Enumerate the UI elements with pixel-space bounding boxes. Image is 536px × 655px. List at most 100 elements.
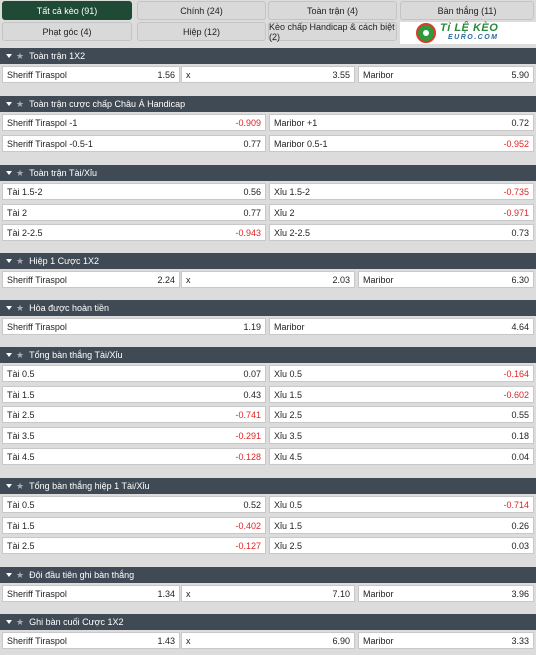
odds-value: -0.971: [503, 207, 529, 218]
collapse-arrow-icon[interactable]: [6, 573, 12, 577]
odds-cell[interactable]: Xỉu 1.5-2 -0.735: [269, 183, 534, 200]
tab-handicap[interactable]: Kèo chấp Handicap & cách biệt (2): [268, 22, 397, 42]
section-header[interactable]: ★ Hiệp 1 Cược 1X2: [0, 253, 536, 269]
odds-cell[interactable]: Sheriff Tiraspol 1.43: [2, 632, 180, 649]
odds-value: -0.735: [503, 186, 529, 197]
section-header[interactable]: ★ Đội đầu tiên ghi bàn thắng: [0, 567, 536, 583]
selection-label: Maribor: [363, 274, 394, 285]
odds-value: 7.10: [332, 588, 350, 599]
favorite-star-icon[interactable]: ★: [16, 167, 25, 178]
odds-cell[interactable]: Xỉu 1.5 0.26: [269, 517, 534, 534]
odds-cell[interactable]: Maribor 5.90: [358, 66, 534, 83]
odds-cell[interactable]: Tài 2.5 -0.741: [2, 406, 266, 423]
tab-corners[interactable]: Phạt góc (4): [2, 22, 132, 41]
favorite-star-icon[interactable]: ★: [16, 616, 25, 627]
odds-cell[interactable]: Maribor +1 0.72: [269, 114, 534, 131]
odds-cell[interactable]: Maribor 0.5-1 -0.952: [269, 135, 534, 152]
odds-cell[interactable]: Tài 0.5 0.07: [2, 365, 266, 382]
selection-label: Xỉu 0.5: [274, 368, 303, 379]
selection-label: Maribor +1: [274, 117, 318, 128]
odds-cell[interactable]: Tài 1.5 0.43: [2, 386, 266, 403]
collapse-arrow-icon[interactable]: [6, 484, 12, 488]
favorite-star-icon[interactable]: ★: [16, 50, 25, 61]
odds-cell[interactable]: Sheriff Tiraspol -1 -0.909: [2, 114, 266, 131]
favorite-star-icon[interactable]: ★: [16, 255, 25, 266]
selection-label: Sheriff Tiraspol: [7, 588, 67, 599]
odds-cell[interactable]: Tài 4.5 -0.128: [2, 448, 266, 465]
selection-label: Sheriff Tiraspol: [7, 274, 67, 285]
odds-cell[interactable]: Sheriff Tiraspol 1.34: [2, 585, 180, 602]
odds-cell[interactable]: Maribor 6.30: [358, 271, 534, 288]
odds-cell[interactable]: Sheriff Tiraspol 1.19: [2, 318, 266, 335]
selection-label: Xỉu 0.5: [274, 499, 303, 510]
tab-halves[interactable]: Hiệp (12): [137, 22, 266, 41]
tab-main[interactable]: Chính (24): [137, 1, 266, 20]
odds-cell[interactable]: Xỉu 2-2.5 0.73: [269, 224, 534, 241]
odds-cell[interactable]: Tài 2.5 -0.127: [2, 537, 266, 554]
odds-cell[interactable]: Xỉu 0.5 -0.714: [269, 496, 534, 513]
odds-cell[interactable]: Maribor 3.96: [358, 585, 534, 602]
site-logo: Tỉ LỆ KÈO EURO.COM: [400, 22, 536, 44]
selection-label: Sheriff Tiraspol: [7, 635, 67, 646]
selection-label: x: [186, 69, 191, 80]
odds-value: 0.03: [511, 540, 529, 551]
odds-cell[interactable]: Tài 3.5 -0.291: [2, 427, 266, 444]
market-tabs: Tất cả kèo (91) Chính (24) Toàn trận (4)…: [0, 0, 536, 44]
section-header[interactable]: ★ Toàn trận cược chấp Châu Á Handicap: [0, 96, 536, 112]
odds-cell[interactable]: Tài 1.5-2 0.56: [2, 183, 266, 200]
selection-label: Maribor: [363, 635, 394, 646]
odds-value: -0.943: [235, 227, 261, 238]
favorite-star-icon[interactable]: ★: [16, 349, 25, 360]
section-header[interactable]: ★ Hòa được hoàn tiền: [0, 300, 536, 316]
section-header[interactable]: ★ Toàn trận 1X2: [0, 48, 536, 64]
odds-cell[interactable]: Xỉu 0.5 -0.164: [269, 365, 534, 382]
selection-label: x: [186, 588, 191, 599]
odds-cell[interactable]: Sheriff Tiraspol -0.5-1 0.77: [2, 135, 266, 152]
collapse-arrow-icon[interactable]: [6, 353, 12, 357]
odds-cell[interactable]: Xỉu 3.5 0.18: [269, 427, 534, 444]
odds-cell[interactable]: Sheriff Tiraspol 1.56: [2, 66, 180, 83]
collapse-arrow-icon[interactable]: [6, 306, 12, 310]
odds-cell[interactable]: x 2.03: [181, 271, 355, 288]
selection-label: Tài 2.5: [7, 540, 35, 551]
odds-value: -0.952: [503, 138, 529, 149]
tab-full-time[interactable]: Toàn trận (4): [268, 1, 397, 20]
odds-cell[interactable]: Tài 2 0.77: [2, 204, 266, 221]
tab-all-markets[interactable]: Tất cả kèo (91): [2, 1, 132, 20]
section-header[interactable]: ★ Ghi bàn cuối Cược 1X2: [0, 614, 536, 630]
collapse-arrow-icon[interactable]: [6, 620, 12, 624]
odds-cell[interactable]: Xỉu 2 -0.971: [269, 204, 534, 221]
favorite-star-icon[interactable]: ★: [16, 480, 25, 491]
odds-cell[interactable]: Tài 0.5 0.52: [2, 496, 266, 513]
odds-value: -0.164: [503, 368, 529, 379]
odds-cell[interactable]: Sheriff Tiraspol 2.24: [2, 271, 180, 288]
odds-value: 0.55: [511, 409, 529, 420]
section-header[interactable]: ★ Tổng bàn thắng Tài/Xỉu: [0, 347, 536, 363]
selection-label: Xỉu 2-2.5: [274, 227, 311, 238]
odds-cell[interactable]: x 3.55: [181, 66, 355, 83]
collapse-arrow-icon[interactable]: [6, 102, 12, 106]
odds-cell[interactable]: Xỉu 2.5 0.55: [269, 406, 534, 423]
favorite-star-icon[interactable]: ★: [16, 569, 25, 580]
collapse-arrow-icon[interactable]: [6, 171, 12, 175]
section-header[interactable]: ★ Tổng bàn thắng hiệp 1 Tài/Xỉu: [0, 478, 536, 494]
odds-cell[interactable]: Xỉu 1.5 -0.602: [269, 386, 534, 403]
tab-goals[interactable]: Bàn thắng (11): [400, 1, 534, 20]
section-header[interactable]: ★ Toàn trận Tài/Xỉu: [0, 165, 536, 181]
odds-cell[interactable]: Tài 2-2.5 -0.943: [2, 224, 266, 241]
favorite-star-icon[interactable]: ★: [16, 302, 25, 313]
odds-cell[interactable]: Xỉu 4.5 0.04: [269, 448, 534, 465]
favorite-star-icon[interactable]: ★: [16, 98, 25, 109]
odds-cell[interactable]: Maribor 3.33: [358, 632, 534, 649]
selection-label: Sheriff Tiraspol: [7, 321, 67, 332]
odds-cell[interactable]: Maribor 4.64: [269, 318, 534, 335]
odds-cell[interactable]: x 6.90: [181, 632, 355, 649]
odds-value: 3.96: [511, 588, 529, 599]
odds-cell[interactable]: x 7.10: [181, 585, 355, 602]
odds-value: 3.33: [511, 635, 529, 646]
selection-label: Sheriff Tiraspol -0.5-1: [7, 138, 93, 149]
collapse-arrow-icon[interactable]: [6, 259, 12, 263]
odds-cell[interactable]: Tài 1.5 -0.402: [2, 517, 266, 534]
odds-cell[interactable]: Xỉu 2.5 0.03: [269, 537, 534, 554]
collapse-arrow-icon[interactable]: [6, 54, 12, 58]
